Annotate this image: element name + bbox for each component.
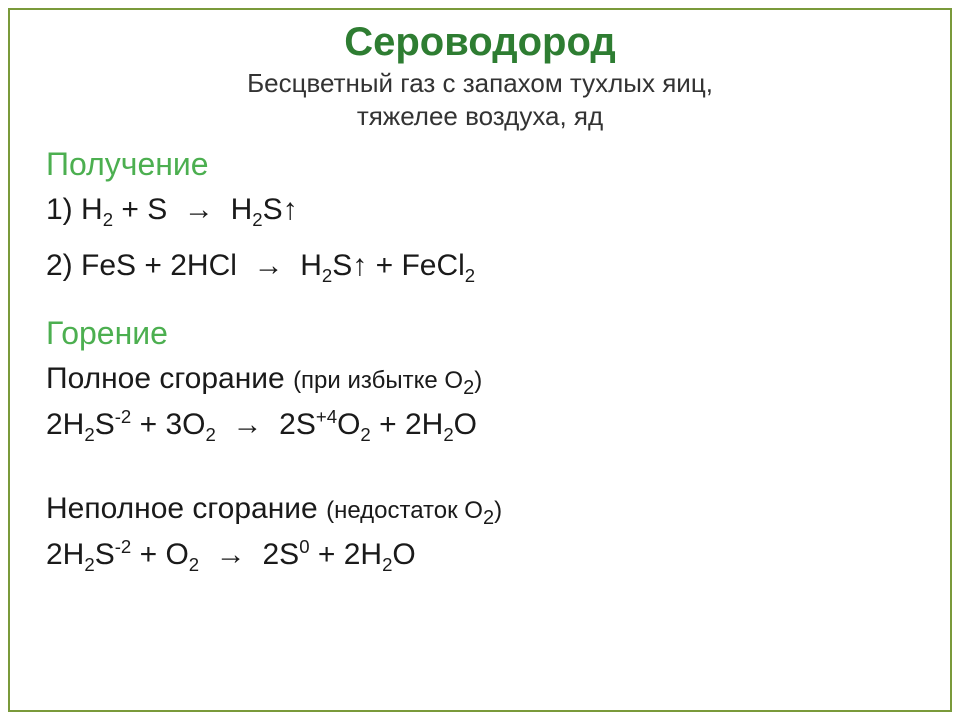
section-preparation: Получение <box>46 146 914 183</box>
combustion-partial-note: (недостаток О2) <box>326 497 502 524</box>
slide-subtitle: Бесцветный газ с запахом тухлых яиц, тяж… <box>46 67 914 132</box>
equation-preparation-2: 2) FeS + 2HCl → H2S↑ + FeCl2 <box>46 249 914 287</box>
equation-combustion-full: 2H2S-2 + 3O2 → 2S+4O2 + 2H2O <box>46 406 914 446</box>
equation-combustion-partial: 2H2S-2 + O2 → 2S0 + 2H2O <box>46 536 914 576</box>
combustion-partial-label: Неполное сгорание <box>46 492 318 525</box>
combustion-partial-heading: Неполное сгорание (недостаток О2) <box>46 492 914 530</box>
subtitle-line-1: Бесцветный газ с запахом тухлых яиц, <box>247 68 713 98</box>
combustion-full-heading: Полное сгорание (при избытке О2) <box>46 362 914 400</box>
combustion-full-label: Полное сгорание <box>46 362 285 395</box>
subtitle-line-2: тяжелее воздуха, яд <box>357 101 603 131</box>
combustion-full-note: (при избытке О2) <box>293 367 482 394</box>
slide-frame: Сероводород Бесцветный газ с запахом тух… <box>8 8 952 712</box>
equation-preparation-1: 1) H2 + S → H2S↑ <box>46 193 914 231</box>
slide-title: Сероводород <box>46 20 914 65</box>
section-combustion: Горение <box>46 315 914 352</box>
